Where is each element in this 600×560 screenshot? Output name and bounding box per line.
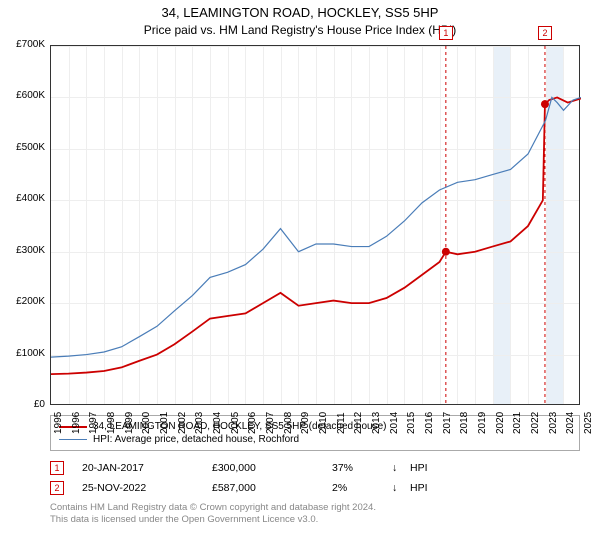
xtick-label: 2005 bbox=[230, 412, 241, 434]
legend-item: HPI: Average price, detached house, Roch… bbox=[59, 433, 571, 446]
xtick-label: 2001 bbox=[159, 412, 170, 434]
ytick-label: £500K bbox=[0, 142, 45, 153]
xtick-label: 2012 bbox=[353, 412, 364, 434]
xtick-label: 2022 bbox=[530, 412, 541, 434]
table-row: 1 20-JAN-2017£300,00037%↓HPI bbox=[50, 458, 450, 478]
cell-price: £587,000 bbox=[212, 482, 332, 494]
row-marker: 2 bbox=[50, 481, 64, 495]
xtick-label: 2021 bbox=[512, 412, 523, 434]
transaction-table: 1 20-JAN-2017£300,00037%↓HPI 2 25-NOV-2022£… bbox=[50, 458, 450, 498]
xtick-label: 2002 bbox=[177, 412, 188, 434]
cell-date: 20-JAN-2017 bbox=[82, 462, 212, 474]
table-row: 2 25-NOV-2022£587,0002%↓HPI bbox=[50, 478, 450, 498]
xtick-label: 2007 bbox=[265, 412, 276, 434]
ytick-label: £700K bbox=[0, 39, 45, 50]
footer-line2: This data is licensed under the Open Gov… bbox=[50, 514, 376, 526]
xtick-label: 2019 bbox=[477, 412, 488, 434]
ytick-label: £400K bbox=[0, 193, 45, 204]
cell-vs: HPI bbox=[410, 482, 450, 494]
ytick-label: £0 bbox=[0, 399, 45, 410]
xtick-label: 1997 bbox=[88, 412, 99, 434]
xtick-label: 2014 bbox=[389, 412, 400, 434]
cell-date: 25-NOV-2022 bbox=[82, 482, 212, 494]
xtick-label: 2023 bbox=[548, 412, 559, 434]
cell-delta: 37% bbox=[332, 462, 392, 474]
xtick-label: 2011 bbox=[336, 412, 347, 434]
xtick-label: 2020 bbox=[495, 412, 506, 434]
xtick-label: 2006 bbox=[247, 412, 258, 434]
cell-arrow: ↓ bbox=[392, 462, 410, 474]
ytick-label: £300K bbox=[0, 245, 45, 256]
xtick-label: 2003 bbox=[194, 412, 205, 434]
xtick-label: 2016 bbox=[424, 412, 435, 434]
xtick-label: 2017 bbox=[442, 412, 453, 434]
marker-1: 1 bbox=[439, 26, 453, 40]
ytick-label: £100K bbox=[0, 348, 45, 359]
xtick-label: 2018 bbox=[459, 412, 470, 434]
footer-line1: Contains HM Land Registry data © Crown c… bbox=[50, 502, 376, 514]
cell-delta: 2% bbox=[332, 482, 392, 494]
row-marker: 1 bbox=[50, 461, 64, 475]
xtick-label: 2000 bbox=[141, 412, 152, 434]
xtick-label: 2004 bbox=[212, 412, 223, 434]
xtick-label: 1998 bbox=[106, 412, 117, 434]
chart-container: 34, LEAMINGTON ROAD, HOCKLEY, SS5 5HP Pr… bbox=[0, 0, 600, 560]
xtick-label: 1999 bbox=[124, 412, 135, 434]
xtick-label: 2008 bbox=[283, 412, 294, 434]
chart-plot-area: 12 bbox=[50, 45, 580, 405]
chart-subtitle: Price paid vs. HM Land Registry's House … bbox=[0, 20, 600, 42]
ytick-label: £600K bbox=[0, 90, 45, 101]
cell-price: £300,000 bbox=[212, 462, 332, 474]
xtick-label: 2010 bbox=[318, 412, 329, 434]
cell-arrow: ↓ bbox=[392, 482, 410, 494]
xtick-label: 2015 bbox=[406, 412, 417, 434]
xtick-label: 2024 bbox=[565, 412, 576, 434]
chart-svg bbox=[51, 46, 581, 406]
marker-2: 2 bbox=[538, 26, 552, 40]
xtick-label: 1995 bbox=[53, 412, 64, 434]
xtick-label: 2025 bbox=[583, 412, 594, 434]
cell-vs: HPI bbox=[410, 462, 450, 474]
footer-text: Contains HM Land Registry data © Crown c… bbox=[50, 502, 376, 527]
chart-title: 34, LEAMINGTON ROAD, HOCKLEY, SS5 5HP bbox=[0, 0, 600, 20]
xtick-label: 1996 bbox=[71, 412, 82, 434]
xtick-label: 2013 bbox=[371, 412, 382, 434]
xtick-label: 2009 bbox=[300, 412, 311, 434]
ytick-label: £200K bbox=[0, 296, 45, 307]
